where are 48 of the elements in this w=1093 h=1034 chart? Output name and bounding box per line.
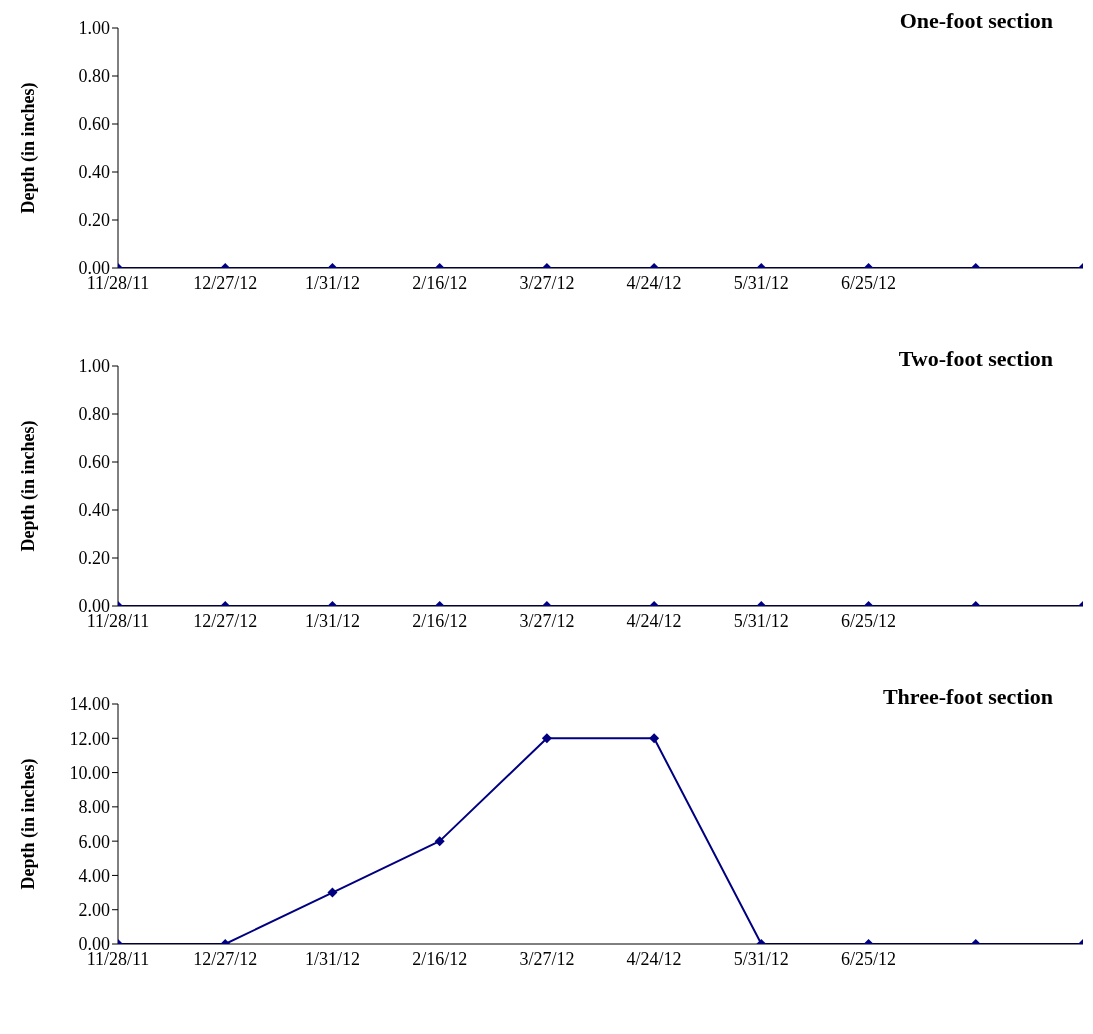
y-axis-title: Depth (in inches) xyxy=(18,420,40,552)
x-tick-label: 3/27/12 xyxy=(519,610,575,631)
x-tick-label: 4/24/12 xyxy=(626,272,682,293)
x-tick-label: 2/16/12 xyxy=(412,272,468,293)
y-axis-title: Depth (in inches) xyxy=(18,758,40,890)
x-tick-label: 4/24/12 xyxy=(626,948,682,969)
x-tick-label: 4/24/12 xyxy=(626,610,682,631)
x-tick-label: 1/31/12 xyxy=(304,272,360,293)
x-tick-label: 1/31/12 xyxy=(304,610,360,631)
y-tick-label: 14.00 xyxy=(69,694,110,715)
y-tick-label: 1.00 xyxy=(78,356,110,377)
point xyxy=(541,733,552,744)
x-tick-label: 6/25/12 xyxy=(841,610,897,631)
y-tick-label: 0.60 xyxy=(78,452,110,473)
x-tick-label: 5/31/12 xyxy=(733,272,789,293)
y-tick-label: 0.20 xyxy=(78,210,110,231)
x-tick-label: 1/31/12 xyxy=(304,948,360,969)
y-tick-label: 0.20 xyxy=(78,548,110,569)
x-tick-label: 12/27/12 xyxy=(193,610,258,631)
x-tick-label: 12/27/12 xyxy=(193,948,258,969)
chart-title: One-foot section xyxy=(899,8,1053,34)
y-tick-label: 0.40 xyxy=(78,500,110,521)
y-tick-label: 4.00 xyxy=(78,865,110,886)
chart-title: Two-foot section xyxy=(898,346,1053,372)
point xyxy=(327,887,338,898)
x-tick-label: 3/27/12 xyxy=(519,272,575,293)
point xyxy=(434,836,445,847)
chart-title: Three-foot section xyxy=(882,684,1053,710)
x-tick-label: 12/27/12 xyxy=(193,272,258,293)
x-tick-label: 3/27/12 xyxy=(519,948,575,969)
y-tick-label: 1.00 xyxy=(78,18,110,39)
x-tick-label: 2/16/12 xyxy=(412,948,468,969)
y-tick-label: 0.40 xyxy=(78,162,110,183)
y-tick-label: 0.60 xyxy=(78,114,110,135)
y-tick-label: 10.00 xyxy=(69,762,110,783)
x-tick-label: 2/16/12 xyxy=(412,610,468,631)
x-tick-label: 5/31/12 xyxy=(733,610,789,631)
y-tick-label: 2.00 xyxy=(78,900,110,921)
y-tick-label: 6.00 xyxy=(78,831,110,852)
x-tick-label: 5/31/12 xyxy=(733,948,789,969)
y-axis-title: Depth (in inches) xyxy=(18,82,40,214)
x-tick-label: 6/25/12 xyxy=(841,272,897,293)
y-tick-label: 0.80 xyxy=(78,404,110,425)
point xyxy=(649,733,660,744)
y-tick-label: 0.80 xyxy=(78,66,110,87)
x-tick-label: 6/25/12 xyxy=(841,948,897,969)
y-tick-label: 8.00 xyxy=(78,797,110,818)
y-tick-label: 12.00 xyxy=(69,728,110,749)
